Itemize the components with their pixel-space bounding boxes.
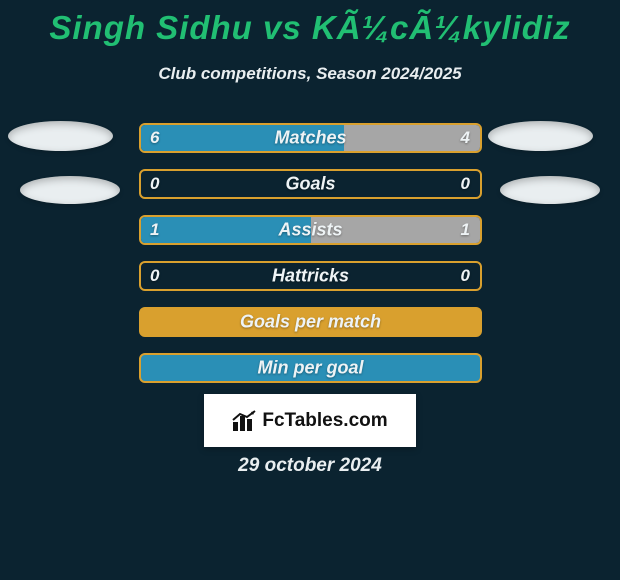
stat-label: Assists	[278, 220, 342, 241]
stat-row-hattricks: Hattricks 0 0	[0, 253, 620, 299]
stat-value-left: 0	[150, 266, 159, 286]
stat-bar: Goals	[139, 169, 482, 199]
stat-row-assists: Assists 1 1	[0, 207, 620, 253]
comparison-title: Singh Sidhu vs KÃ¼cÃ¼kylidiz	[0, 9, 620, 47]
stat-bar: Min per goal	[139, 353, 482, 383]
stat-label: Goals per match	[240, 312, 381, 333]
stat-bar: Matches	[139, 123, 482, 153]
stat-row-matches: Matches 6 4	[0, 115, 620, 161]
stat-label: Min per goal	[257, 358, 363, 379]
stat-label: Matches	[274, 128, 346, 149]
stat-value-right: 1	[461, 220, 470, 240]
chart-icon	[232, 410, 258, 432]
stat-label: Goals	[285, 174, 335, 195]
stat-row-goals-per-match: Goals per match	[0, 299, 620, 345]
stat-value-left: 0	[150, 174, 159, 194]
stat-row-goals: Goals 0 0	[0, 161, 620, 207]
generation-date: 29 october 2024	[0, 455, 620, 477]
attribution-badge: FcTables.com	[204, 394, 416, 447]
stat-value-right: 4	[461, 128, 470, 148]
stat-bar: Goals per match	[139, 307, 482, 337]
stat-row-min-per-goal: Min per goal	[0, 345, 620, 391]
stat-value-left: 6	[150, 128, 159, 148]
stat-value-left: 1	[150, 220, 159, 240]
comparison-subtitle: Club competitions, Season 2024/2025	[0, 64, 620, 84]
stat-bar: Hattricks	[139, 261, 482, 291]
stat-value-right: 0	[461, 174, 470, 194]
stat-value-right: 0	[461, 266, 470, 286]
attribution-text: FcTables.com	[262, 410, 387, 432]
stat-label: Hattricks	[272, 266, 349, 287]
stat-bar: Assists	[139, 215, 482, 245]
